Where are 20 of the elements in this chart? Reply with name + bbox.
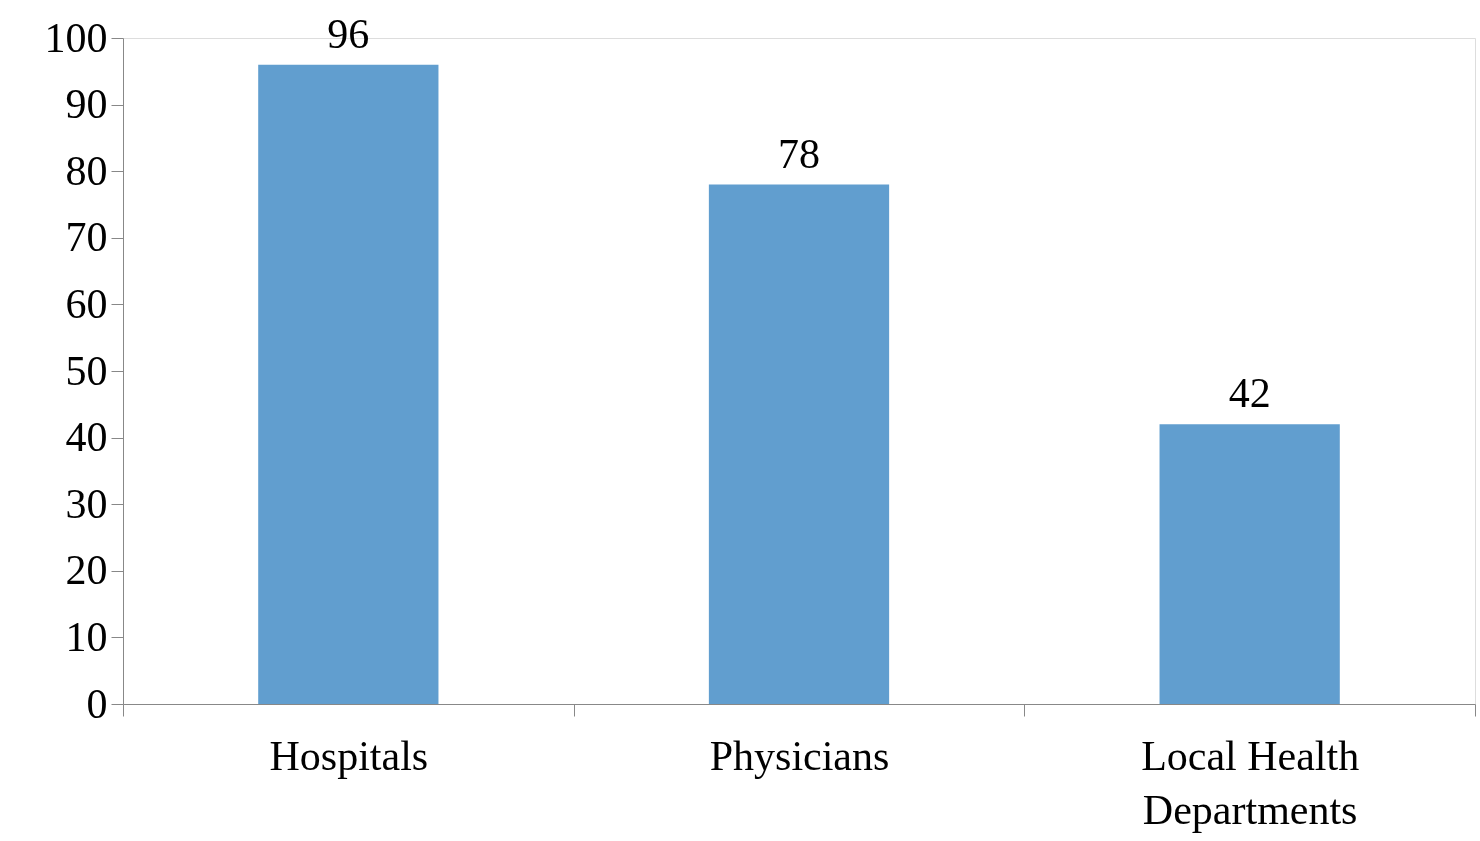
y-tick-label: 70 [65, 214, 108, 261]
x-tick-label: Local Health Departments [1141, 732, 1360, 833]
bar [1159, 424, 1340, 704]
y-tick-label: 80 [65, 147, 108, 194]
data-label: 96 [327, 10, 370, 57]
y-tick-label: 60 [65, 280, 108, 327]
bar [708, 184, 890, 704]
y-tick-label: 0 [86, 680, 108, 727]
y-tick-label: 40 [65, 414, 108, 461]
y-tick-label: 10 [65, 613, 108, 660]
y-tick-label: 90 [65, 81, 108, 128]
y-tick-label: 30 [65, 480, 108, 527]
x-tick-label: Physicians [709, 732, 890, 779]
y-tick-label: 50 [65, 347, 108, 394]
x-tick-label: Hospitals [269, 732, 429, 779]
y-tick-label: 20 [65, 547, 108, 594]
data-label: 78 [778, 130, 820, 177]
bar [258, 64, 439, 704]
y-tick-label: 100 [44, 14, 108, 61]
data-label: 42 [1228, 370, 1271, 417]
